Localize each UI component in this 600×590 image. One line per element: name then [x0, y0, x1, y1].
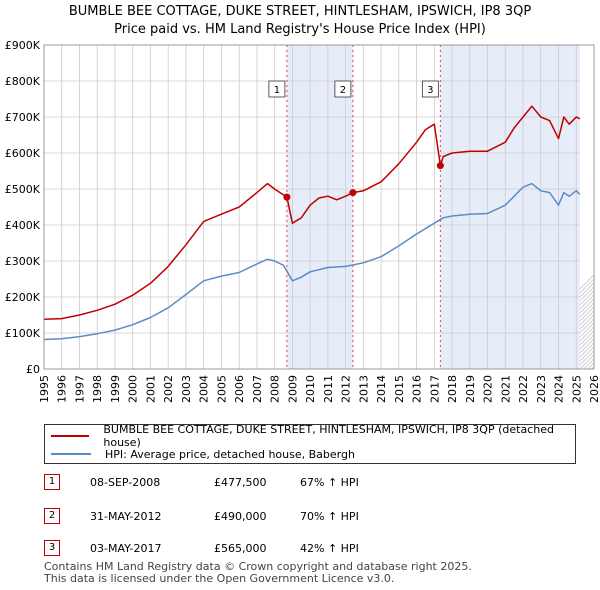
sale-hpi-change: 67% ↑ HPI [300, 476, 359, 489]
sale-price: £565,000 [214, 542, 267, 555]
sale-date: 08-SEP-2008 [90, 476, 161, 489]
sale-label: 3 [427, 85, 433, 96]
hatch-line [579, 302, 595, 318]
chart-title: BUMBLE BEE COTTAGE, DUKE STREET, HINTLES… [68, 4, 532, 19]
sale-label-box [268, 80, 286, 98]
y-tick-label: £500K [5, 183, 41, 196]
x-tick-label: 2001 [144, 375, 157, 403]
footer-licence: This data is licensed under the Open Gov… [44, 572, 395, 585]
x-tick-label: 2006 [233, 375, 246, 403]
x-tick-label: 2019 [464, 375, 477, 403]
x-tick-label: 2018 [446, 375, 459, 403]
sale-point [283, 193, 291, 201]
sale-date: 03-MAY-2017 [90, 542, 162, 555]
x-tick-label: 2026 [588, 375, 600, 403]
forecast-region [579, 45, 594, 369]
sale-hpi-change: 42% ↑ HPI [300, 542, 359, 555]
x-tick-label: 2024 [553, 375, 566, 403]
chart-subtitle: Price paid vs. HM Land Registry's House … [114, 22, 486, 37]
x-tick-label: 2004 [198, 375, 211, 403]
footer-copyright: Contains HM Land Registry data © Crown c… [44, 560, 472, 573]
chart-legend: BUMBLE BEE COTTAGE, DUKE STREET, HINTLES… [44, 423, 576, 464]
x-tick-label: 1998 [91, 375, 104, 403]
x-tick-label: 2012 [340, 375, 353, 403]
x-tick-label: 2007 [251, 375, 264, 403]
sale-label-box [334, 80, 352, 98]
x-tick-label: 1995 [38, 375, 51, 403]
x-tick-label: 2014 [375, 375, 388, 403]
x-tick-label: 2009 [286, 375, 299, 403]
sale-price: £477,500 [214, 476, 267, 489]
y-tick-label: £400K [5, 219, 41, 232]
x-tick-label: 2000 [127, 375, 140, 403]
x-tick-label: 1999 [109, 375, 122, 403]
plot-frame [43, 44, 595, 370]
price-chart: 1 2 3 £0 £100K £200K £300K £400K £500K £600K £700… [5, 39, 600, 403]
x-tick-label: 2023 [535, 375, 548, 403]
x-tick-label: 1997 [73, 375, 86, 403]
y-tick-label: £800K [5, 75, 41, 88]
y-tick-label: £300K [5, 255, 41, 268]
x-tick-label: 2022 [517, 375, 530, 403]
property-line-swatch [51, 435, 90, 437]
sale-date: 31-MAY-2012 [90, 510, 162, 523]
sale-point [349, 189, 357, 197]
ownership-band [440, 45, 594, 369]
x-tick-label: 2010 [304, 375, 317, 403]
y-tick-label: £200K [5, 291, 41, 304]
legend-hpi-label: HPI: Average price, detached house, Babe… [105, 447, 355, 461]
x-tick-label: 2008 [269, 375, 282, 403]
x-tick-label: 2005 [215, 375, 228, 403]
sale-label-box [421, 80, 439, 98]
property-price-line [43, 105, 581, 321]
sale-hpi-change: 70% ↑ HPI [300, 510, 359, 523]
x-tick-label: 2025 [570, 375, 583, 403]
sale-point [436, 162, 444, 170]
hatch-line [579, 306, 595, 322]
hpi-line-swatch [51, 453, 91, 455]
sale-number-badge: 3 [44, 540, 60, 556]
sale-number-badge: 2 [44, 508, 60, 524]
y-tick-label: £600K [5, 147, 41, 160]
legend-item-property: BUMBLE BEE COTTAGE, DUKE STREET, HINTLES… [51, 423, 575, 449]
legend-item-hpi: HPI: Average price, detached house, Babe… [51, 445, 355, 463]
hatch-line [596, 45, 600, 369]
y-tick-label: £0 [26, 363, 40, 376]
x-tick-label: 2017 [428, 375, 441, 403]
y-tick-label: £100K [5, 327, 41, 340]
x-tick-label: 2013 [357, 375, 370, 403]
x-tick-label: 2020 [482, 375, 495, 403]
ownership-band [286, 45, 353, 369]
y-tick-label: £700K [5, 111, 41, 124]
legend-property-label: BUMBLE BEE COTTAGE, DUKE STREET, HINTLES… [103, 423, 554, 449]
x-tick-label: 2003 [180, 375, 193, 403]
sale-label: 2 [340, 85, 346, 96]
x-tick-label: 2011 [322, 375, 335, 403]
sale-number-badge: 1 [44, 474, 60, 490]
x-tick-label: 2002 [162, 375, 175, 403]
sale-label: 1 [274, 85, 280, 96]
hpi-line [43, 182, 581, 341]
y-tick-label: £900K [5, 39, 41, 52]
x-tick-label: 2021 [499, 375, 512, 403]
sale-price: £490,000 [214, 510, 267, 523]
x-tick-label: 1996 [56, 375, 69, 403]
hatch-line [579, 310, 595, 326]
x-tick-label: 2016 [411, 375, 424, 403]
x-tick-label: 2015 [393, 375, 406, 403]
